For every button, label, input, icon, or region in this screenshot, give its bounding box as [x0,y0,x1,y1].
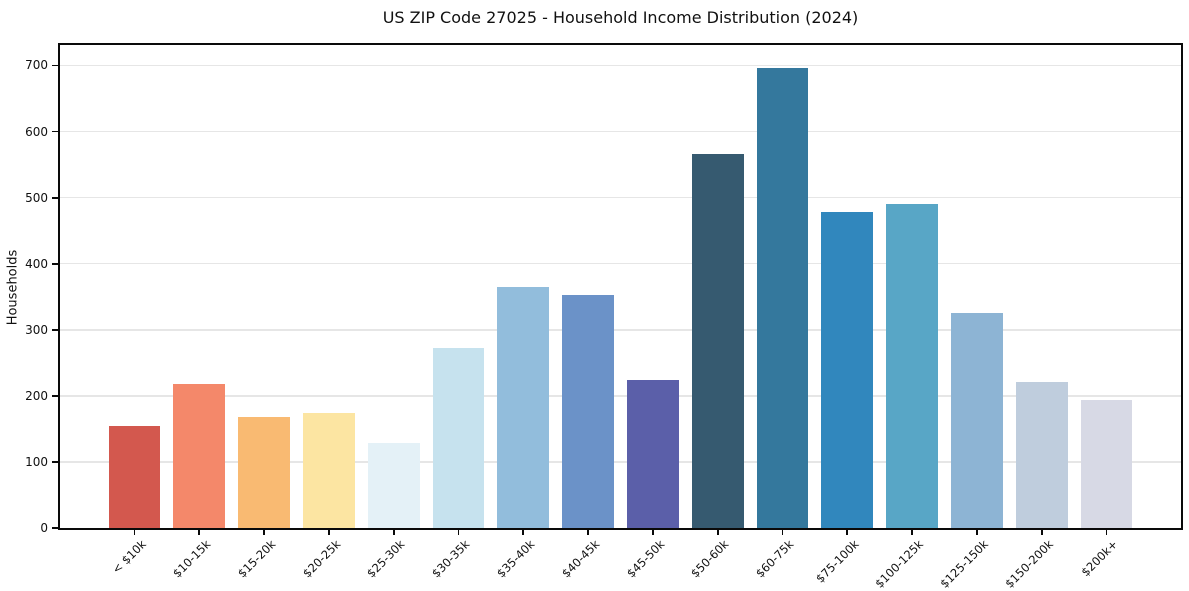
y-tick-label: 300 [25,322,48,337]
x-tick-mark [198,530,201,535]
y-tick-mark [52,527,58,529]
x-tick-mark [975,530,978,535]
x-tick-label: $30-35k [428,537,473,581]
x-tick-label: $10-15k [169,537,214,581]
bar-50-60k [691,154,744,528]
x-tick-label: $50-60k [688,537,732,581]
x-tick-label: $100-125k [872,537,926,591]
bar-15-20k [238,417,291,528]
bar-100-125k [886,204,938,528]
x-tick-mark [1105,530,1108,535]
x-tick-mark [133,530,136,535]
chart-title: US ZIP Code 27025 - Household Income Dis… [382,8,859,27]
y-tick-mark [52,196,58,199]
x-tick-mark [781,530,784,535]
bar-45-50k [626,380,679,528]
y-tick-mark [52,64,58,67]
y-tick-mark [52,394,58,397]
bar-40-45k [562,294,614,528]
bar-35-40k [497,286,550,528]
x-tick-label: $25-30k [364,537,408,581]
x-tick-label: $75-100k [812,537,862,586]
x-tick-label: $35-40k [493,537,538,581]
bar-10-15k [173,383,226,528]
gridline-y100 [60,461,1181,463]
y-tick-label: 500 [25,190,48,205]
y-tick-label: 600 [25,124,48,139]
y-tick-label: 100 [25,454,48,469]
y-tick-mark [52,130,58,133]
y-axis-title: Households [5,249,21,326]
x-tick-mark [911,530,913,535]
y-tick-label: 200 [25,388,48,403]
plot-area [58,43,1183,530]
x-tick-label: $45-50k [623,537,667,581]
x-tick-mark [846,530,849,535]
y-tick-mark [52,461,58,463]
x-tick-label: $200k+ [1078,537,1121,580]
gridline-y200 [60,395,1181,397]
x-tick-mark [716,530,719,535]
x-tick-label: $15-20k [234,537,279,581]
x-tick-mark [522,530,525,535]
y-tick-label: 400 [25,256,48,271]
bar-200k+ [1080,399,1133,528]
x-tick-mark [328,530,330,535]
x-tick-mark [651,530,654,535]
y-tick-mark [52,262,58,265]
bar-20-25k [302,413,355,528]
x-tick-mark [263,530,265,535]
x-tick-mark [457,530,460,535]
gridline-y400 [60,262,1181,265]
x-tick-mark [392,530,395,535]
bar-25-30k [367,442,420,528]
x-tick-label: $20-25k [299,537,343,581]
bar-10k [108,425,161,528]
x-tick-label: $125-150k [937,537,991,591]
bar-60-75k [756,68,809,528]
bar-75-100k [821,212,874,528]
y-tick-label: 0 [40,521,48,535]
x-tick-label: $60-75k [752,537,797,581]
bar-125-150k [950,313,1003,528]
x-tick-mark [587,530,589,535]
y-tick-mark [52,328,58,331]
bar-150-200k [1015,381,1068,528]
x-tick-label: $40-45k [558,537,603,581]
x-tick-label: < $10k [108,537,149,577]
gridline-y500 [60,196,1181,199]
x-tick-label: $150-200k [1001,537,1056,591]
gridline-y600 [60,130,1181,133]
x-tick-mark [1040,530,1043,535]
y-tick-label: 700 [25,58,48,73]
bar-30-35k [432,347,485,528]
gridline-y700 [60,64,1181,67]
gridline-y300 [60,329,1181,331]
